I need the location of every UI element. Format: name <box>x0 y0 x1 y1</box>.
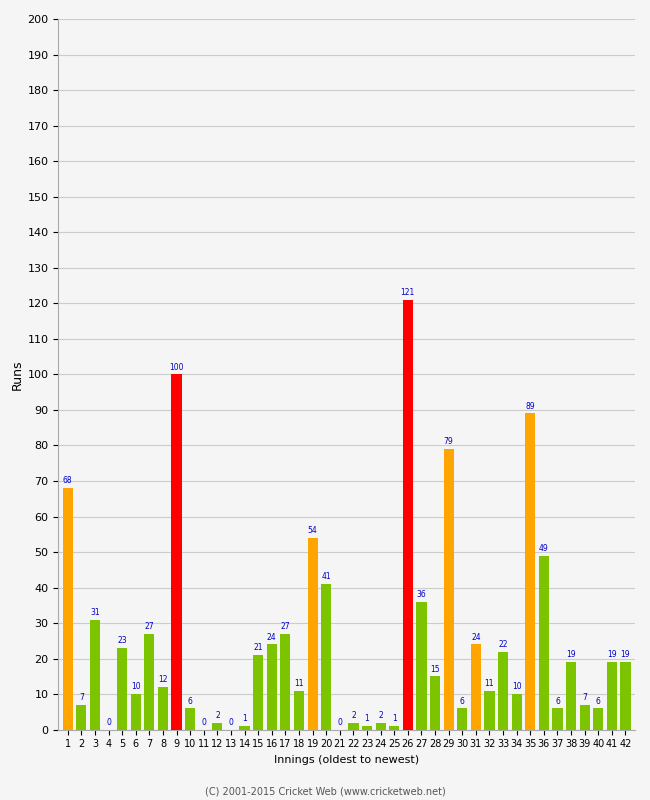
Text: 11: 11 <box>485 678 494 688</box>
Text: 6: 6 <box>596 697 601 706</box>
Bar <box>376 722 385 730</box>
Bar <box>90 619 100 730</box>
Text: 54: 54 <box>307 526 317 535</box>
Text: 7: 7 <box>582 693 587 702</box>
Bar <box>76 705 86 730</box>
Bar <box>172 374 181 730</box>
Bar <box>580 705 590 730</box>
Text: 10: 10 <box>512 682 521 691</box>
Text: 1: 1 <box>242 714 247 723</box>
Text: 12: 12 <box>158 675 168 684</box>
Y-axis label: Runs: Runs <box>10 359 23 390</box>
Text: 1: 1 <box>392 714 396 723</box>
Text: 11: 11 <box>294 678 304 688</box>
Text: 24: 24 <box>471 633 480 642</box>
Text: 121: 121 <box>400 288 415 297</box>
Bar <box>144 634 155 730</box>
Text: 19: 19 <box>607 650 617 659</box>
Text: 27: 27 <box>281 622 290 631</box>
Text: 0: 0 <box>202 718 206 727</box>
Text: 79: 79 <box>444 437 454 446</box>
Bar <box>606 662 617 730</box>
Text: 23: 23 <box>118 636 127 645</box>
X-axis label: Innings (oldest to newest): Innings (oldest to newest) <box>274 755 419 765</box>
Bar <box>471 645 481 730</box>
Bar <box>213 722 222 730</box>
Bar <box>321 584 332 730</box>
Bar <box>593 709 603 730</box>
Text: 6: 6 <box>188 697 192 706</box>
Bar <box>307 538 318 730</box>
Bar <box>253 655 263 730</box>
Text: 2: 2 <box>351 710 356 720</box>
Text: 0: 0 <box>337 718 343 727</box>
Bar <box>266 645 277 730</box>
Text: 21: 21 <box>254 643 263 652</box>
Bar <box>430 677 440 730</box>
Text: 19: 19 <box>566 650 576 659</box>
Bar <box>62 488 73 730</box>
Text: 15: 15 <box>430 665 440 674</box>
Text: 89: 89 <box>525 402 535 410</box>
Text: 6: 6 <box>555 697 560 706</box>
Bar <box>443 449 454 730</box>
Bar <box>362 726 372 730</box>
Text: 2: 2 <box>378 710 383 720</box>
Text: 27: 27 <box>144 622 154 631</box>
Bar <box>620 662 630 730</box>
Bar <box>185 709 195 730</box>
Text: 31: 31 <box>90 608 99 617</box>
Bar <box>539 555 549 730</box>
Bar <box>280 634 291 730</box>
Text: 2: 2 <box>215 710 220 720</box>
Bar <box>552 709 562 730</box>
Bar <box>239 726 250 730</box>
Text: 19: 19 <box>621 650 630 659</box>
Text: 10: 10 <box>131 682 140 691</box>
Bar <box>348 722 359 730</box>
Text: 100: 100 <box>169 362 184 371</box>
Bar <box>403 300 413 730</box>
Text: 22: 22 <box>499 640 508 649</box>
Text: 68: 68 <box>63 476 73 486</box>
Bar <box>131 694 141 730</box>
Bar <box>294 690 304 730</box>
Bar <box>512 694 522 730</box>
Text: 36: 36 <box>417 590 426 599</box>
Text: 1: 1 <box>365 714 369 723</box>
Text: 0: 0 <box>229 718 233 727</box>
Text: 0: 0 <box>106 718 111 727</box>
Bar <box>117 648 127 730</box>
Text: 7: 7 <box>79 693 84 702</box>
Text: 49: 49 <box>539 544 549 553</box>
Text: 41: 41 <box>321 572 331 581</box>
Bar <box>457 709 467 730</box>
Bar <box>417 602 426 730</box>
Bar <box>498 651 508 730</box>
Text: 24: 24 <box>267 633 277 642</box>
Bar <box>389 726 399 730</box>
Bar <box>158 687 168 730</box>
Text: 6: 6 <box>460 697 465 706</box>
Bar <box>566 662 576 730</box>
Text: (C) 2001-2015 Cricket Web (www.cricketweb.net): (C) 2001-2015 Cricket Web (www.cricketwe… <box>205 786 445 796</box>
Bar <box>525 414 536 730</box>
Bar <box>484 690 495 730</box>
